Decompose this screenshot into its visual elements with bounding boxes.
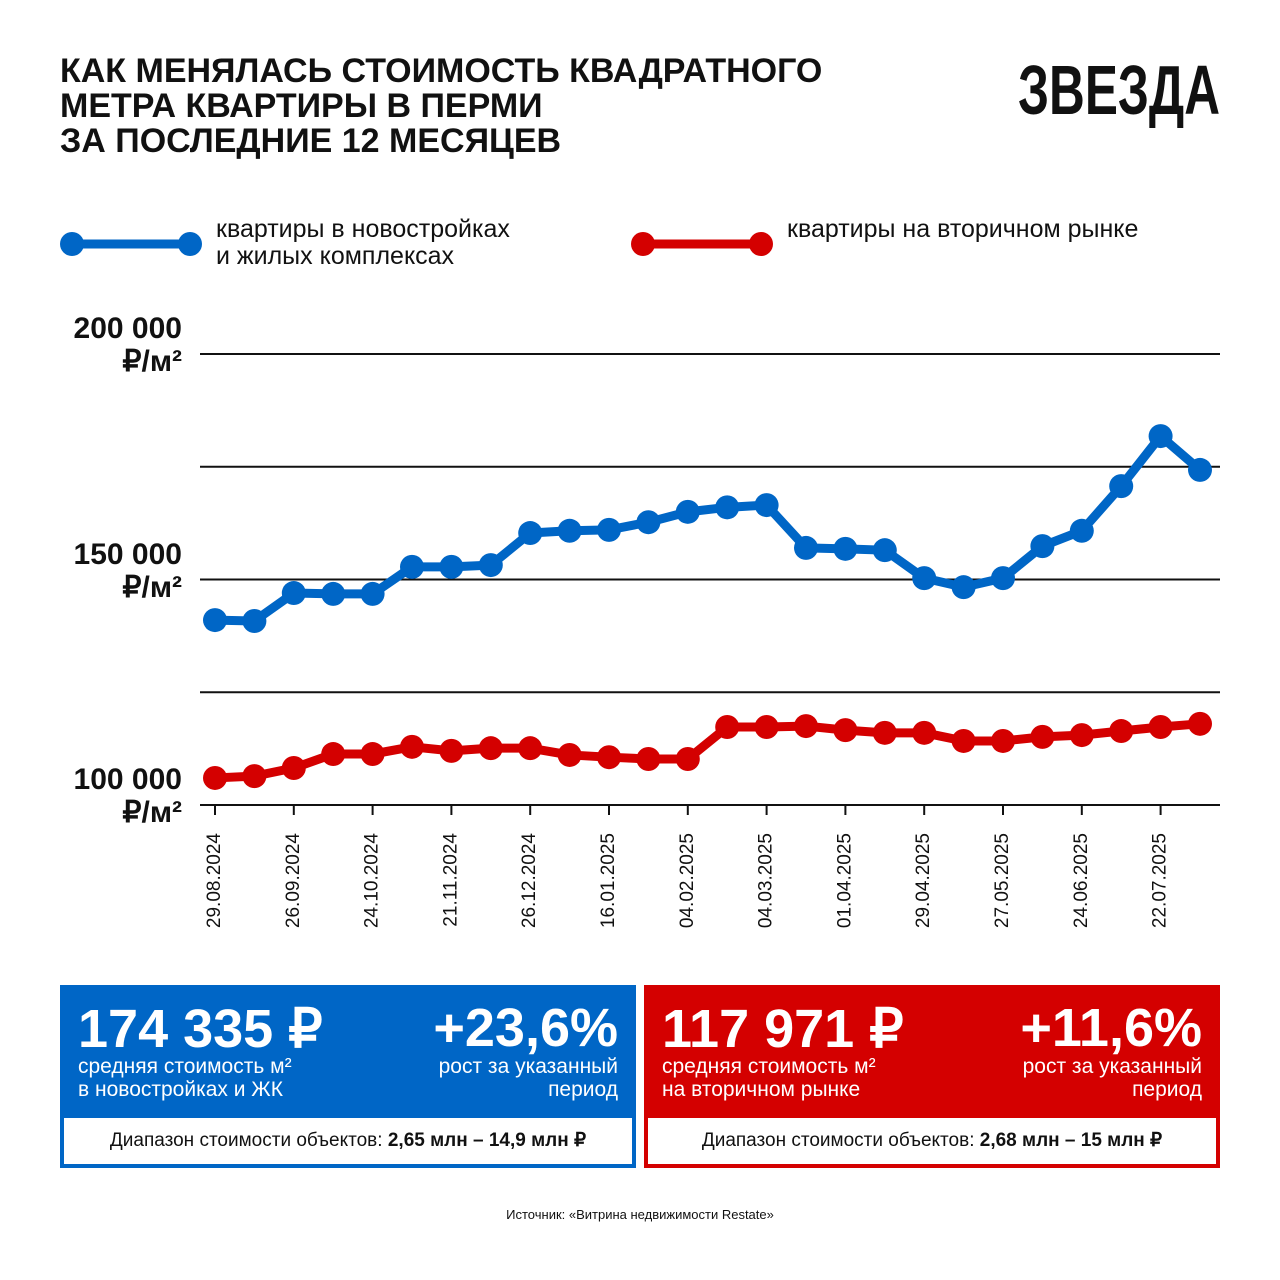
- data-point: [557, 742, 582, 767]
- range-value: 2,68 млн – 15 млн ₽: [979, 1130, 1163, 1151]
- data-point: [203, 608, 227, 633]
- price-caption: средняя стоимость м² в новостройках и ЖК: [78, 1055, 292, 1101]
- data-point: [1188, 457, 1212, 482]
- data-point: [872, 720, 897, 745]
- x-tick-label: 24.10.2024: [362, 833, 383, 929]
- range: Диапазон стоимости объектов: 2,65 млн – …: [64, 1118, 632, 1164]
- data-point: [518, 521, 543, 546]
- growth-caption: рост за указанный период: [1022, 1055, 1202, 1101]
- data-point: [1148, 714, 1173, 739]
- data-point: [1109, 474, 1134, 499]
- data-point: [597, 745, 621, 770]
- summary-card: 174 335 ₽ +23,6% средняя стоимость м² в но…: [60, 985, 636, 1168]
- data-point: [1148, 424, 1173, 449]
- legend-dot: [178, 232, 202, 256]
- data-point: [912, 566, 937, 591]
- x-tick-label: 16.01.2025: [598, 833, 619, 928]
- data-point: [281, 581, 306, 606]
- x-tick-label: 01.04.2025: [834, 833, 855, 928]
- x-tick-label: 29.04.2025: [913, 833, 934, 928]
- data-point: [872, 538, 897, 563]
- data-point: [833, 536, 858, 561]
- data-point: [794, 714, 818, 739]
- logo: ЗВЕЗДА: [1018, 51, 1220, 129]
- range-label: Диапазон стоимости объектов:: [109, 1130, 383, 1151]
- data-point: [439, 738, 464, 763]
- data-point: [400, 734, 424, 759]
- growth-caption: рост за указанный период: [438, 1055, 618, 1101]
- data-point: [281, 756, 306, 781]
- data-point: [675, 499, 700, 524]
- x-tick-label: 24.06.2025: [1071, 833, 1092, 928]
- x-tick-label: 29.08.2024: [204, 833, 225, 929]
- data-point: [991, 728, 1015, 753]
- x-tick-label: 26.09.2024: [283, 833, 304, 929]
- data-point: [518, 736, 543, 761]
- data-point: [1188, 711, 1212, 736]
- source: Источник: «Витрина недвижимости Restate»: [506, 1207, 774, 1222]
- data-point: [1069, 723, 1094, 748]
- legend-dot: [60, 232, 84, 256]
- data-point: [400, 554, 424, 579]
- range: Диапазон стоимости объектов: 2,68 млн – …: [648, 1118, 1216, 1164]
- data-point: [1109, 719, 1134, 744]
- data-point: [321, 581, 346, 606]
- price: 174 335 ₽: [78, 999, 323, 1059]
- growth: +11,6%: [1020, 998, 1202, 1058]
- price-caption: средняя стоимость м² на вторичном рынке: [662, 1055, 876, 1101]
- legend-dot: [749, 232, 773, 256]
- y-tick-label: 150 000 ₽/м²: [73, 537, 182, 604]
- data-point: [991, 566, 1015, 591]
- x-tick-label: 27.05.2025: [992, 833, 1013, 928]
- x-tick-label: 04.02.2025: [677, 833, 698, 928]
- data-point: [833, 718, 858, 743]
- data-point: [321, 742, 346, 767]
- price: 117 971 ₽: [662, 999, 904, 1059]
- title: КАК МЕНЯЛАСЬ СТОИМОСТЬ КВАДРАТНОГО МЕТРА…: [60, 52, 823, 160]
- x-tick-label: 21.11.2024: [440, 833, 461, 927]
- range-label: Диапазон стоимости объектов:: [701, 1130, 975, 1151]
- data-point: [794, 535, 818, 560]
- growth: +23,6%: [433, 998, 618, 1058]
- data-point: [439, 554, 464, 579]
- x-tick-label: 26.12.2024: [519, 833, 540, 929]
- data-point: [715, 714, 740, 739]
- data-point: [597, 517, 621, 542]
- data-point: [1030, 534, 1055, 559]
- legend-label: квартиры на вторичном рынке: [787, 215, 1139, 243]
- data-point: [360, 581, 385, 606]
- data-point: [203, 765, 227, 790]
- data-point: [478, 553, 503, 578]
- data-point: [478, 736, 503, 761]
- legend-label: квартиры в новостройках и жилых комплекс…: [216, 215, 510, 270]
- data-point: [951, 728, 976, 753]
- data-point: [242, 608, 267, 633]
- x-tick-label: 04.03.2025: [756, 833, 777, 928]
- data-point: [912, 720, 937, 745]
- data-point: [636, 510, 661, 535]
- data-point: [675, 746, 700, 771]
- data-point: [715, 495, 740, 520]
- data-point: [754, 493, 779, 518]
- data-point: [1069, 518, 1094, 543]
- y-tick-label: 100 000 ₽/м²: [73, 763, 182, 829]
- range-value: 2,65 млн – 14,9 млн ₽: [387, 1130, 587, 1151]
- data-point: [951, 575, 976, 600]
- data-point: [557, 518, 582, 543]
- legend-dot: [631, 232, 655, 256]
- data-point: [1030, 724, 1055, 749]
- x-tick-label: 22.07.2025: [1150, 833, 1171, 928]
- data-point: [360, 742, 385, 767]
- data-point: [242, 764, 267, 789]
- data-point: [636, 746, 661, 771]
- y-tick-label: 200 000 ₽/м²: [73, 312, 182, 378]
- data-point: [754, 714, 779, 739]
- summary-card: 117 971 ₽ +11,6% средняя стоимость м² на в…: [644, 985, 1220, 1168]
